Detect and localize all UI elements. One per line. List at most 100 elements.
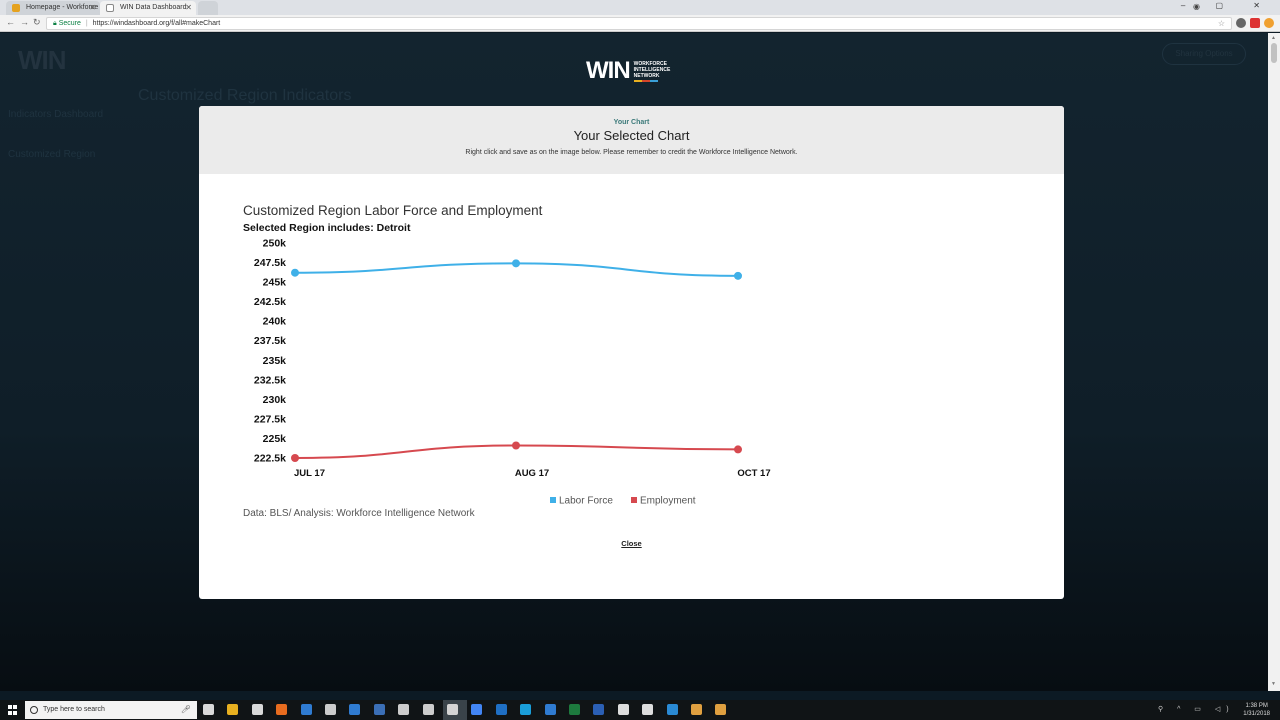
lock-icon: 🔒︎ (53, 20, 57, 27)
data-point (734, 271, 742, 280)
window-controls[interactable]: – ▢ ✕ (1180, 1, 1274, 10)
data-point (291, 268, 299, 277)
taskbar-app-icon[interactable] (373, 704, 385, 715)
taskbar: Type here to search 🎤︎ ⚲ ^ ▭ ◁) 1:38 PM … (0, 700, 1280, 720)
logo-wordmark: WIN (586, 57, 631, 84)
background-page-title: Customized Region Indicators (138, 87, 352, 104)
taskbar-app-icon[interactable] (569, 704, 580, 715)
win-logo: WIN WORKFORCE INTELLIGENCE NETWORK (586, 57, 670, 84)
close-button[interactable]: Close (621, 539, 642, 548)
taskbar-app-icon[interactable] (251, 704, 263, 715)
y-tick-label: 232.5k (254, 374, 286, 386)
extension-icon[interactable] (1236, 18, 1246, 28)
taskbar-app-icon[interactable] (544, 704, 556, 715)
taskbar-app-icon[interactable] (325, 704, 336, 715)
taskbar-app-icon[interactable] (227, 704, 239, 715)
modal-kicker: Your Chart (613, 119, 650, 126)
taskbar-app-icon[interactable] (300, 704, 312, 715)
scroll-up-icon[interactable]: ▲ (1271, 35, 1276, 41)
taskbar-app-icon[interactable] (203, 704, 214, 715)
chart-subtitle: Selected Region includes: Detroit (243, 222, 411, 234)
y-tick-label: 235k (263, 355, 287, 367)
url-separator: | (85, 20, 88, 27)
taskbar-app-icon[interactable] (495, 704, 507, 715)
sidebar-item: Indicators Dashboard (8, 109, 104, 120)
bookmark-star-icon[interactable]: ☆ (1217, 19, 1225, 28)
search-placeholder: Type here to search (43, 706, 105, 713)
windows-start-icon[interactable] (8, 705, 18, 715)
reload-icon[interactable]: ↻ (33, 17, 41, 27)
data-point (734, 445, 742, 454)
y-tick-label: 225k (263, 433, 287, 445)
forward-icon[interactable]: → (20, 17, 29, 27)
data-point (512, 441, 520, 450)
legend-label: Labor Force (559, 496, 613, 507)
taskbar-app-icon[interactable] (349, 704, 361, 715)
sharing-options-button: Sharing Options (1162, 43, 1246, 65)
taskbar-search-input[interactable]: Type here to search 🎤︎ (25, 701, 197, 719)
data-point (512, 259, 520, 268)
scrollbar-thumb[interactable] (1271, 43, 1277, 63)
tab-title: WIN Data Dashboard (120, 4, 187, 11)
y-tick-label: 230k (263, 394, 287, 406)
taskbar-app-icon[interactable] (691, 704, 702, 715)
modal-header: Your Chart Your Selected Chart Right cli… (199, 106, 1064, 174)
back-icon[interactable]: ← (6, 17, 15, 27)
line-chart: 250k 247.5k 245k 242.5k 240k 237.5k 235k 232.5k… (254, 238, 771, 507)
taskbar-app-icon[interactable] (715, 704, 727, 715)
clock-time: 1:38 PM (1245, 703, 1268, 709)
x-tick-label: OCT 17 (737, 468, 770, 479)
background-sidebar: Indicators Dashboard Customized Region (8, 95, 103, 175)
legend-swatch (631, 497, 637, 503)
close-tab-icon[interactable]: ✕ (89, 3, 96, 12)
legend-swatch (550, 497, 556, 503)
y-tick-label: 237.5k (254, 335, 286, 347)
taskbar-app-icon[interactable] (422, 704, 434, 715)
secure-label: Secure (58, 20, 81, 27)
y-tick-label: 250k (263, 238, 287, 250)
sidebar-item: Customized Region (8, 149, 96, 160)
taskbar-app-icon[interactable] (276, 704, 288, 715)
scroll-down-icon[interactable]: ▼ (1271, 681, 1276, 687)
x-tick-label: AUG 17 (515, 468, 549, 479)
microphone-icon[interactable]: 🎤︎ (180, 705, 191, 714)
y-tick-label: 247.5k (254, 257, 286, 269)
taskbar-app-icon[interactable] (447, 704, 458, 715)
taskbar-app-icon[interactable] (642, 704, 654, 715)
y-tick-label: 240k (263, 316, 287, 328)
search-icon (30, 706, 38, 714)
taskbar-clock[interactable]: 1:38 PM 1/31/2018 (1243, 702, 1270, 718)
clock-date: 1/31/2018 (1243, 711, 1270, 717)
chart-credit: Data: BLS/ Analysis: Workforce Intellige… (243, 508, 475, 519)
page-scrollbar[interactable]: ▲ ▼ (1268, 33, 1280, 691)
extension-icon[interactable] (1264, 18, 1274, 28)
taskbar-app-icon[interactable] (593, 704, 605, 715)
url-field[interactable]: 🔒︎ Secure | https://windashboard.org/f/a… (46, 17, 1232, 30)
y-tick-label: 222.5k (254, 453, 286, 465)
legend-label: Employment (640, 496, 696, 507)
tab-win-dashboard[interactable]: WIN Data Dashboard ✕ (100, 1, 196, 15)
close-tab-icon[interactable]: ✕ (185, 3, 192, 12)
taskbar-app-icon[interactable] (520, 704, 532, 715)
logo-tagline: WORKFORCE INTELLIGENCE NETWORK (633, 61, 670, 82)
browser-tab-bar: Homepage - Workforce ✕ WIN Data Dashboar… (0, 0, 1280, 15)
extension-icon[interactable] (1250, 18, 1260, 28)
data-point (291, 454, 299, 462)
y-tick-label: 242.5k (254, 296, 286, 308)
taskbar-app-icon[interactable] (471, 704, 483, 715)
x-tick-label: JUL 17 (294, 468, 325, 479)
y-tick-label: 227.5k (254, 413, 286, 425)
system-tray-icons[interactable]: ⚲ ^ ▭ ◁) (1158, 706, 1235, 713)
taskbar-app-icon[interactable] (666, 704, 678, 715)
address-bar-row: ← → ↻ 🔒︎ Secure | https://windashboard.o… (0, 15, 1280, 32)
url-text: https://windashboard.org/f/all#makeChart (92, 20, 221, 27)
modal-title: Your Selected Chart (573, 128, 690, 143)
background-logo: WIN (18, 45, 67, 75)
new-tab-button[interactable] (198, 1, 218, 15)
tab-homepage[interactable]: Homepage - Workforce ✕ (6, 1, 100, 15)
modal-instructions: Right click and save as on the image bel… (465, 149, 798, 156)
taskbar-app-icon[interactable] (398, 704, 410, 715)
chart-title: Customized Region Labor Force and Employ… (243, 203, 543, 218)
account-icon[interactable]: ◉ (1193, 2, 1200, 11)
taskbar-app-icon[interactable] (617, 704, 629, 715)
